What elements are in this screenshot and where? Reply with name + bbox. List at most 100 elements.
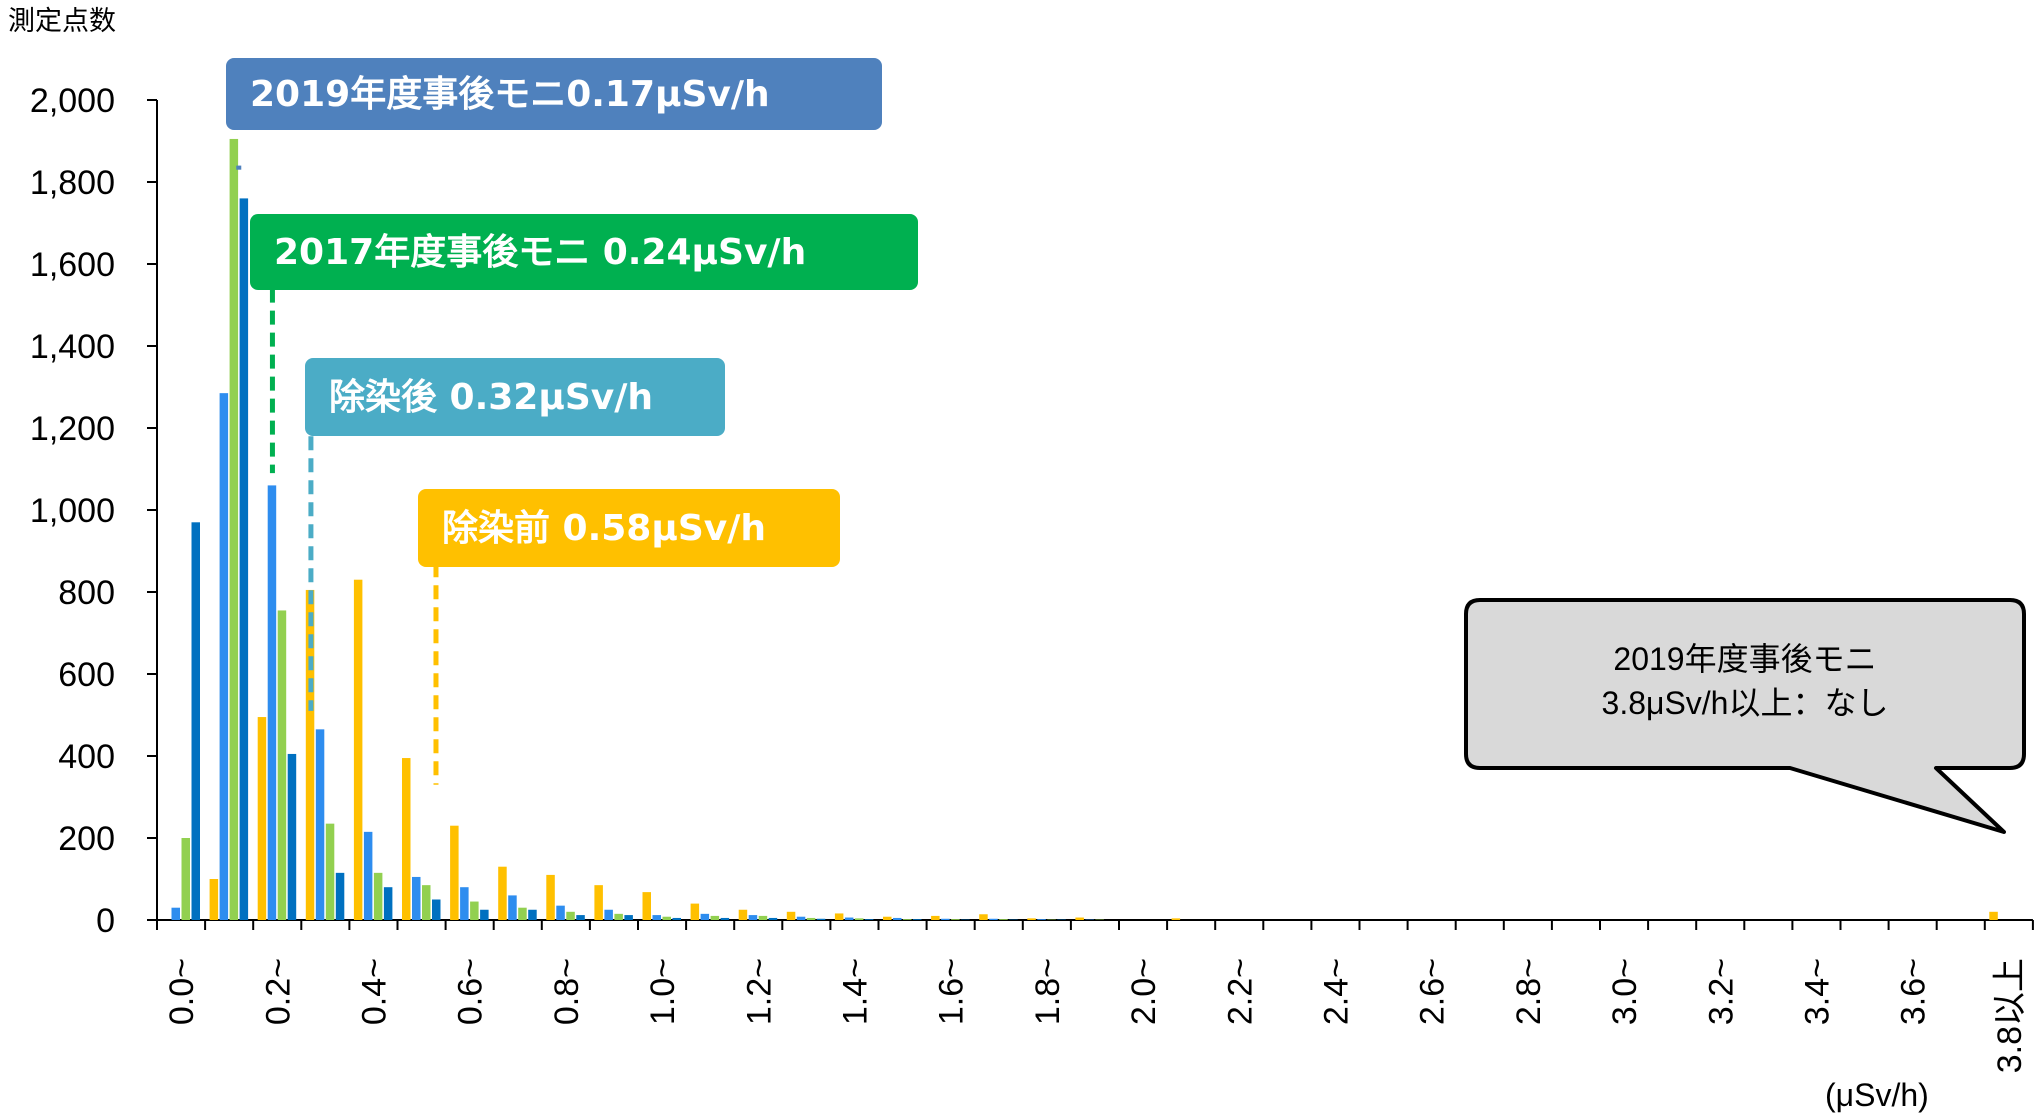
y-tick-label: 2,000 bbox=[30, 82, 115, 120]
bar-series-1 bbox=[883, 916, 892, 920]
bar-series-1 bbox=[834, 913, 844, 920]
bar-series-3 bbox=[566, 911, 575, 920]
bar-series-2 bbox=[267, 485, 277, 920]
bar-series-3 bbox=[710, 915, 720, 920]
bar-series-3 bbox=[518, 907, 527, 920]
bar-series-1 bbox=[402, 758, 411, 920]
x-tick-label: 3.8以上 bbox=[1991, 958, 2029, 1073]
bar-series-4 bbox=[191, 522, 200, 920]
x-tick-label: 0.4~ bbox=[355, 958, 393, 1025]
annotation-label-box bbox=[305, 358, 725, 436]
bar-series-3 bbox=[229, 138, 239, 920]
x-unit-label: (μSv/h) bbox=[1825, 1077, 1929, 1113]
bar-series-3 bbox=[903, 919, 912, 920]
bar-series-4 bbox=[720, 917, 730, 920]
y-tick-label: 200 bbox=[58, 820, 115, 858]
callout-bubble bbox=[1464, 598, 2026, 834]
annotation-label-text: 2017年度事後モニ 0.24μSv/h bbox=[274, 232, 806, 273]
x-tick-label: 2.6~ bbox=[1414, 958, 1452, 1025]
x-tick-label: 1.0~ bbox=[644, 958, 682, 1025]
x-tick-label: 0.8~ bbox=[548, 958, 586, 1025]
bar-series-2 bbox=[652, 915, 661, 920]
x-tick-label: 3.4~ bbox=[1798, 958, 1836, 1025]
bar-series-3 bbox=[999, 919, 1008, 920]
bar-series-4 bbox=[383, 887, 393, 920]
bar-series-4 bbox=[335, 872, 345, 920]
callout-text-line: 2019年度事後モニ bbox=[1613, 641, 1876, 677]
x-tick-label: 1.4~ bbox=[836, 958, 874, 1025]
bar-series-3 bbox=[662, 916, 671, 920]
bar-series-3 bbox=[181, 838, 190, 920]
bar-series-2 bbox=[796, 916, 806, 920]
y-tick-label: 800 bbox=[58, 574, 115, 612]
bar-series-1 bbox=[690, 903, 700, 920]
bar-series-1 bbox=[594, 885, 603, 920]
bar-series-2 bbox=[219, 393, 229, 920]
bar-series-3 bbox=[422, 885, 431, 920]
annotation-group: 2019年度事後モニ0.17μSv/h 2017年度事後モニ 0.24μSv/h 除… bbox=[226, 58, 918, 785]
bar-series-2 bbox=[412, 876, 421, 920]
bar-series-3 bbox=[325, 823, 335, 920]
bar-series-1 bbox=[305, 589, 315, 920]
bar-series-2 bbox=[748, 915, 758, 920]
bar-series-4 bbox=[480, 909, 489, 920]
bar-series-1 bbox=[498, 866, 507, 920]
bar-series-1 bbox=[1027, 918, 1036, 920]
bar-series-3 bbox=[806, 917, 816, 920]
x-tick-label: 2.0~ bbox=[1125, 958, 1163, 1025]
bar-series-1 bbox=[450, 825, 459, 920]
bar-series-3 bbox=[373, 872, 383, 920]
bar-series-3 bbox=[614, 913, 623, 920]
bar-series-2 bbox=[315, 729, 325, 920]
callout-text-line: 3.8μSv/h以上：なし bbox=[1602, 685, 1889, 721]
bar-series-1 bbox=[1075, 917, 1084, 920]
bar-series-2 bbox=[989, 918, 998, 920]
bar-series-3 bbox=[951, 919, 960, 920]
bar-series-4 bbox=[432, 899, 441, 920]
x-tick-label: 3.2~ bbox=[1702, 958, 1740, 1025]
bar-series-2 bbox=[363, 831, 373, 920]
bar-series-1 bbox=[786, 911, 796, 920]
x-tick-label: 3.0~ bbox=[1606, 958, 1644, 1025]
x-tick-label: 0.2~ bbox=[259, 958, 297, 1025]
bar-series-4 bbox=[576, 915, 585, 920]
bar-series-2 bbox=[460, 887, 469, 920]
bar-series-2 bbox=[1037, 919, 1046, 920]
bar-series-1 bbox=[209, 879, 219, 920]
bar-series-4 bbox=[864, 919, 874, 920]
bar-series-2 bbox=[171, 907, 180, 920]
x-tick-label: 0.6~ bbox=[452, 958, 490, 1025]
annotation-label-text: 除染前 0.58μSv/h bbox=[442, 508, 766, 549]
y-axis-title: 測定点数 bbox=[8, 6, 116, 37]
x-axis: 0.0~ 0.2~ 0.4~ 0.6~ 0.8~ 1.0~ 1.2~ 1.4~ 1.6~ 1.8~… bbox=[156, 919, 2034, 1073]
annotation-label-box bbox=[418, 489, 840, 567]
annotation-label-box bbox=[250, 214, 918, 290]
annotation-label-text: 2019年度事後モニ0.17μSv/h bbox=[250, 74, 770, 115]
y-tick-label: 1,200 bbox=[30, 410, 115, 448]
bar-series-4 bbox=[768, 917, 778, 920]
bar-series-1 bbox=[257, 717, 267, 920]
bar-series-3 bbox=[758, 915, 768, 920]
bar-series-2 bbox=[844, 917, 854, 920]
bar-series-1 bbox=[931, 915, 940, 920]
bar-series-2 bbox=[941, 918, 950, 920]
bar-series-group bbox=[171, 138, 1998, 920]
bar-series-2 bbox=[508, 895, 517, 920]
y-tick-label: 1,600 bbox=[30, 246, 115, 284]
bar-series-2 bbox=[604, 909, 613, 920]
y-tick-label: 400 bbox=[58, 738, 115, 776]
annotation-label-box bbox=[226, 58, 882, 130]
bar-series-3 bbox=[470, 901, 479, 920]
x-tick-label: 3.6~ bbox=[1895, 958, 1933, 1025]
bar-series-3 bbox=[854, 918, 864, 920]
bar-series-4 bbox=[672, 917, 681, 920]
callout-group: 2019年度事後モニ 3.8μSv/h以上：なし bbox=[1464, 598, 2026, 834]
bar-series-4 bbox=[913, 919, 922, 920]
bar-series-4 bbox=[816, 918, 826, 920]
bar-series-1 bbox=[642, 892, 651, 920]
y-tick-label: 1,000 bbox=[30, 492, 115, 530]
y-tick-label: 1,800 bbox=[30, 164, 115, 202]
bar-series-2 bbox=[700, 913, 710, 920]
x-tick-label: 0.0~ bbox=[163, 958, 201, 1025]
